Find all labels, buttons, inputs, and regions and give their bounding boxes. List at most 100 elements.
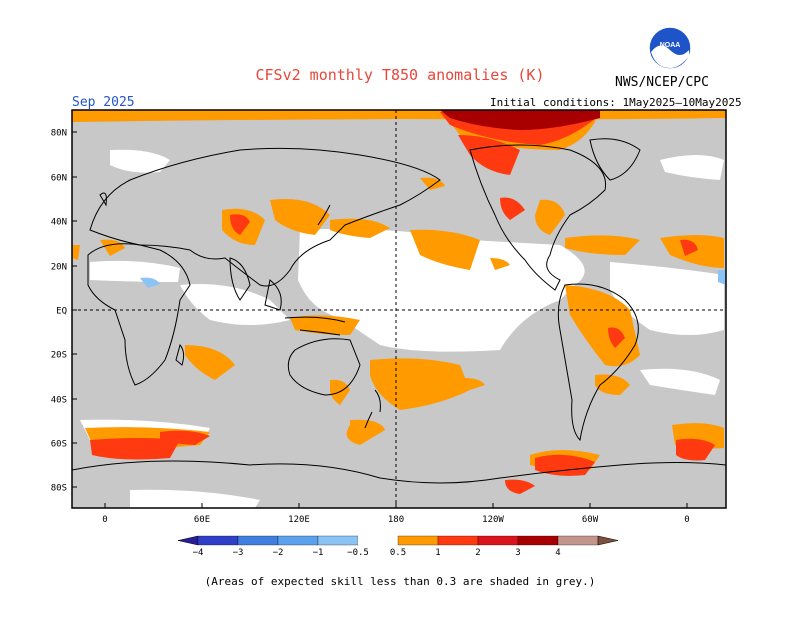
lat-label: 60N bbox=[51, 174, 67, 184]
lon-label: 120E bbox=[288, 515, 310, 525]
lon-label: 60W bbox=[582, 515, 599, 525]
eurasia-outline bbox=[89, 147, 441, 287]
antarctic-red bbox=[535, 454, 595, 476]
s-ocean-red-3 bbox=[676, 438, 715, 461]
colorbar-swatch bbox=[517, 535, 559, 546]
s-indian-orange bbox=[185, 345, 235, 380]
colorbar-tick-label: −3 bbox=[233, 548, 244, 558]
nz-outline bbox=[364, 389, 381, 429]
colorbar-swatch bbox=[317, 535, 359, 546]
southern-white-2 bbox=[130, 489, 260, 508]
s-ocean-red-1 bbox=[90, 438, 180, 460]
tasman-orange bbox=[346, 419, 385, 445]
n-africa-blue bbox=[140, 277, 160, 288]
colorbar-tick-label: 3 bbox=[515, 548, 520, 558]
brazil-red bbox=[608, 327, 625, 348]
colorbar-tick-label: 1 bbox=[435, 548, 440, 558]
colorbar-swatch bbox=[597, 535, 619, 546]
arctic-white bbox=[110, 149, 170, 173]
se-indian-orange bbox=[330, 379, 350, 405]
australia-orange bbox=[370, 358, 470, 410]
lat-label: 20N bbox=[51, 263, 67, 273]
colorbar-swatch bbox=[197, 535, 239, 546]
maritime-orange bbox=[290, 315, 360, 335]
lat-label: 80S bbox=[51, 484, 67, 494]
s-america-orange bbox=[565, 285, 640, 367]
uk-outline bbox=[99, 192, 107, 207]
latitude-axis: 80N 60N 40N 20N EQ 20S 40S 60S 80S bbox=[51, 129, 77, 494]
south-atlantic-white bbox=[640, 368, 720, 395]
lon-label: 0 bbox=[102, 515, 107, 525]
india-outline bbox=[229, 257, 251, 301]
colorbar-swatch bbox=[477, 535, 519, 546]
lat-label: 40S bbox=[51, 396, 67, 406]
s-ocean-red-2 bbox=[160, 430, 210, 445]
atlantic-white bbox=[610, 262, 724, 335]
longitude-axis: 0 60E 120E 180 120W 60W 0 bbox=[102, 503, 690, 525]
colorbar-swatch bbox=[358, 536, 398, 545]
greenland-outline bbox=[589, 138, 641, 181]
colorbar-swatch bbox=[237, 535, 279, 546]
ne-atlantic-red bbox=[680, 239, 698, 256]
tropical-pacific-white bbox=[298, 228, 585, 352]
lon-label: 0 bbox=[684, 515, 689, 525]
south-america-outline bbox=[557, 283, 639, 442]
initial-conditions-label: Initial conditions: 1May2025–10May2025 bbox=[490, 96, 742, 109]
north-africa-white bbox=[90, 260, 180, 282]
s-pacific-orange bbox=[465, 378, 485, 390]
e-atlantic-blue bbox=[718, 270, 726, 285]
indian-ocean-white bbox=[180, 284, 290, 325]
map-title: CFSv2 monthly T850 anomalies (K) bbox=[255, 66, 545, 84]
antarctica-outline bbox=[72, 460, 726, 484]
colorbar-tick-label: −4 bbox=[193, 548, 204, 558]
colorbar-tick-label: 2 bbox=[475, 548, 480, 558]
indonesia-outline bbox=[284, 316, 346, 336]
lon-label: 120W bbox=[482, 515, 504, 525]
north-america-outline bbox=[469, 144, 607, 291]
c-asia-red bbox=[230, 214, 250, 235]
anomaly-fields bbox=[72, 110, 726, 508]
colorbar-swatch bbox=[437, 535, 479, 546]
lon-label: 60E bbox=[194, 515, 210, 525]
se-asia-outline bbox=[264, 279, 282, 311]
map-frame bbox=[71, 109, 727, 509]
canada-red bbox=[500, 197, 525, 220]
colorbar: −4 −3 −2 −1 −0.5 0.5 1 2 3 4 bbox=[177, 535, 619, 558]
madagascar-outline bbox=[175, 343, 185, 366]
lat-label: 80N bbox=[51, 129, 67, 139]
w-africa-orange bbox=[72, 245, 80, 260]
n-pacific-orange bbox=[270, 199, 330, 235]
logo-text: NOAA bbox=[660, 42, 681, 49]
lat-label: 20S bbox=[51, 351, 67, 361]
japan-outline bbox=[317, 204, 331, 226]
colorbar-tick-label: 0.5 bbox=[390, 548, 406, 558]
lon-label: 180 bbox=[388, 515, 404, 525]
n-atlantic-orange bbox=[565, 235, 640, 255]
australia-outline bbox=[287, 338, 361, 396]
colorbar-tick-label: −1 bbox=[313, 548, 324, 558]
colorbar-swatch bbox=[397, 535, 439, 546]
agency-label: NWS/NCEP/CPC bbox=[615, 75, 709, 90]
nw-atlantic-white bbox=[660, 155, 724, 180]
lat-label: EQ bbox=[56, 307, 67, 317]
colorbar-tick-label: −0.5 bbox=[347, 548, 369, 558]
coastlines bbox=[72, 138, 726, 484]
us-orange bbox=[535, 199, 565, 235]
arctic-dark-red bbox=[440, 110, 600, 130]
colorbar-swatch bbox=[177, 535, 199, 546]
s-america-orange-2 bbox=[595, 374, 630, 395]
valid-month-label: Sep 2025 bbox=[72, 95, 135, 110]
skill-footnote: (Areas of expected skill less than 0.3 a… bbox=[204, 575, 596, 588]
colorbar-tick-label: −2 bbox=[273, 548, 284, 558]
antarctic-red-2 bbox=[505, 479, 535, 494]
subtropic-pacific-orange bbox=[490, 258, 510, 270]
lat-label: 40N bbox=[51, 218, 67, 228]
lat-label: 60S bbox=[51, 440, 67, 450]
nw-pacific-orange bbox=[330, 218, 390, 238]
e-pacific-orange bbox=[410, 229, 480, 270]
colorbar-swatch bbox=[277, 535, 319, 546]
noaa-logo-icon: NOAA bbox=[648, 26, 692, 70]
colorbar-tick-label: 4 bbox=[555, 548, 560, 558]
colorbar-swatch bbox=[557, 535, 599, 546]
